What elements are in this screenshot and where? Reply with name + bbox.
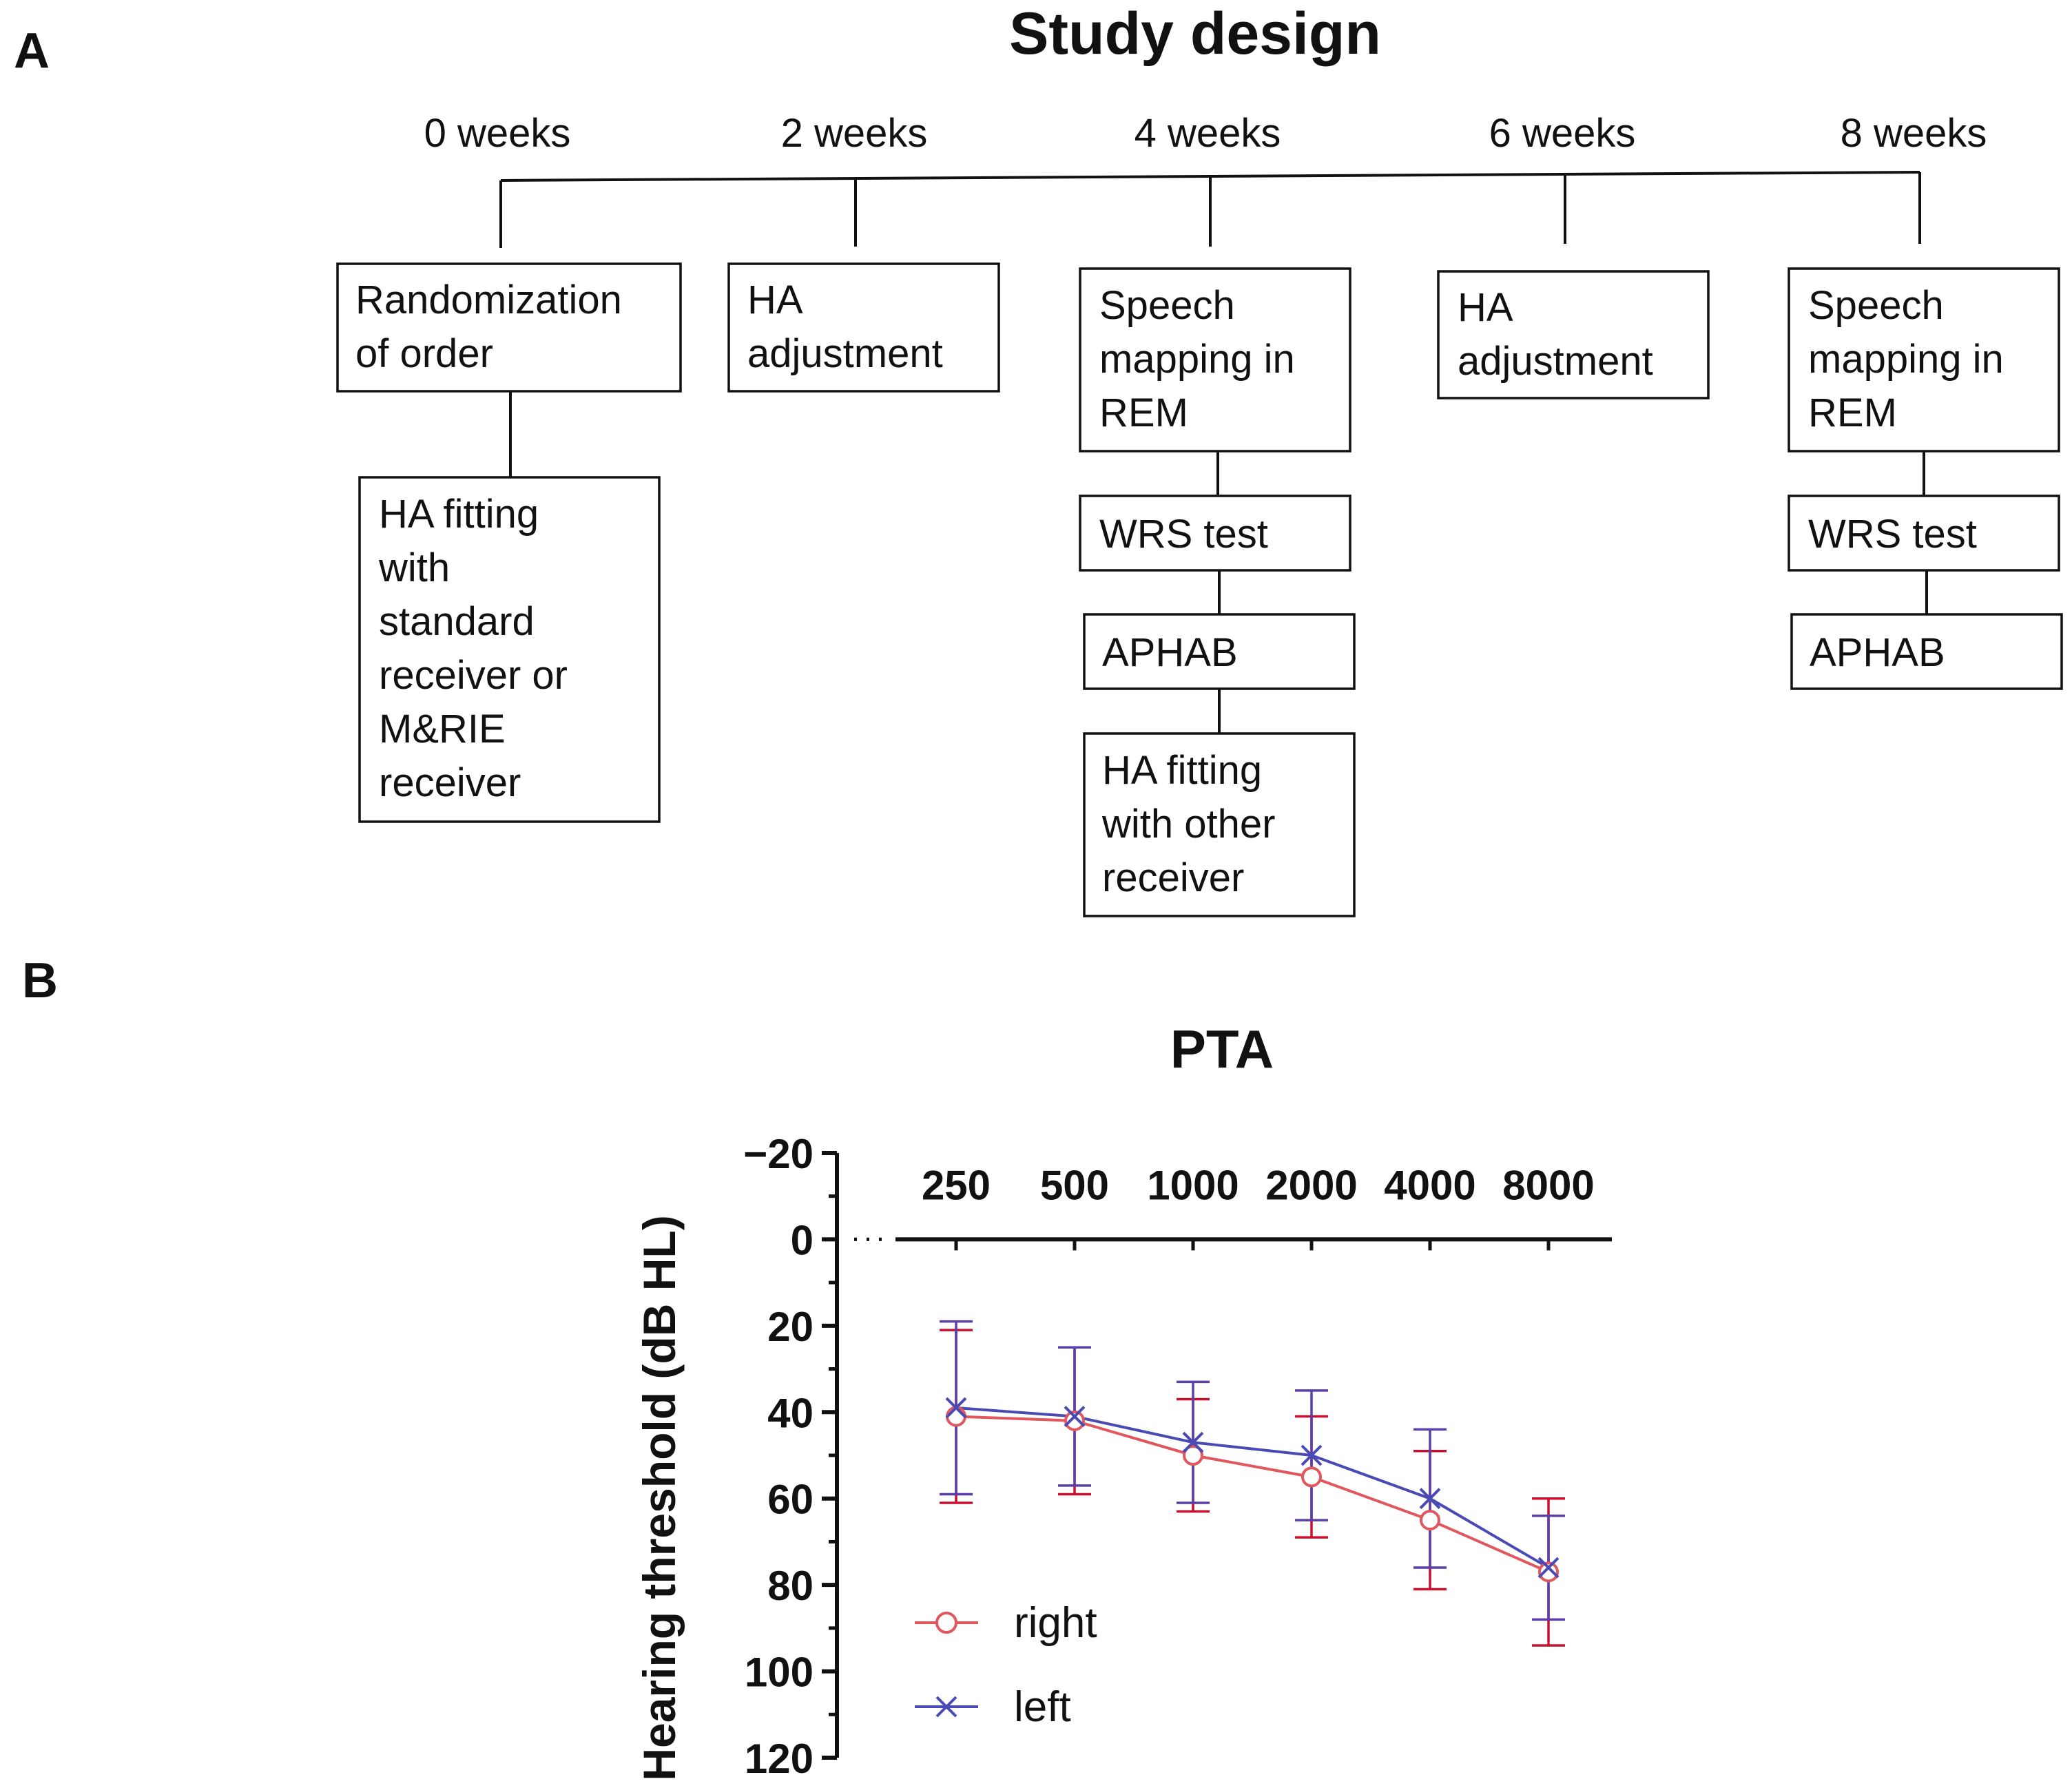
point-right bbox=[1183, 1445, 1203, 1466]
point-right bbox=[1420, 1510, 1440, 1531]
timepoint-0-weeks: 0 weeks bbox=[424, 111, 571, 156]
y-tick-label: 60 bbox=[767, 1477, 814, 1523]
legend-marker-right bbox=[935, 1612, 957, 1634]
panel-a-label: A bbox=[14, 23, 50, 79]
box-ha-adjustment-6w-text: HA adjustment bbox=[1458, 285, 1653, 384]
x-tick-label: 8000 bbox=[1502, 1162, 1594, 1208]
box-wrs-test-4w bbox=[1079, 495, 1351, 572]
box-ha-adjustment-2w-line: adjustment bbox=[747, 331, 943, 376]
box-ha-fitting-standard-line: M&RIE bbox=[379, 707, 506, 751]
y-tick-label: 40 bbox=[767, 1390, 814, 1436]
box-randomization-text: Randomization of order bbox=[355, 278, 633, 376]
box-speech-mapping-8w-text: Speech mapping in REM bbox=[1808, 283, 2015, 435]
legend-label-right: right bbox=[1014, 1599, 1097, 1647]
x-tick-label: 1000 bbox=[1147, 1162, 1239, 1208]
point-right bbox=[1301, 1466, 1322, 1488]
box-ha-adjustment-2w bbox=[727, 262, 1000, 393]
legend: right left bbox=[915, 1599, 1097, 1731]
legend-item-right: right bbox=[915, 1599, 1097, 1647]
panel-b-label: B bbox=[22, 953, 58, 1008]
box-ha-fitting-standard bbox=[358, 476, 661, 823]
timepoint-4-weeks: 4 weeks bbox=[1135, 111, 1281, 156]
flow-box-texts: Randomization of order HA fitting with s… bbox=[355, 278, 2015, 900]
timeline bbox=[499, 171, 1928, 734]
box-wrs-test-8w bbox=[1788, 495, 2060, 572]
y-tick-label: 80 bbox=[767, 1563, 814, 1609]
box-speech-mapping-8w-line: REM bbox=[1808, 391, 1897, 435]
box-ha-fitting-standard-line: receiver bbox=[379, 760, 521, 805]
box-ha-fitting-other bbox=[1083, 732, 1356, 917]
box-wrs-test-4w-text: WRS test bbox=[1099, 512, 1268, 557]
box-ha-fitting-other-text: HA fitting with other receiver bbox=[1101, 748, 1287, 900]
box-ha-adjustment-6w bbox=[1437, 270, 1710, 399]
y-tick-label: 20 bbox=[767, 1304, 814, 1350]
y-tick-label: 100 bbox=[745, 1650, 814, 1696]
point-left bbox=[1182, 1431, 1204, 1453]
box-ha-fitting-other-line: with other bbox=[1101, 802, 1275, 846]
y-tick-label: 120 bbox=[745, 1736, 814, 1782]
point-right bbox=[1064, 1410, 1085, 1431]
box-speech-mapping-8w bbox=[1788, 267, 2060, 453]
box-aphab-8w-text: APHAB bbox=[1810, 630, 1945, 675]
x-tick-label: 500 bbox=[1040, 1162, 1109, 1208]
x-tick-label: 2000 bbox=[1265, 1162, 1357, 1208]
box-ha-adjustment-2w-line: HA bbox=[747, 278, 803, 322]
box-randomization-line: Randomization bbox=[355, 278, 622, 322]
box-speech-mapping-4w-line: REM bbox=[1099, 391, 1188, 435]
series-line-left bbox=[955, 1406, 1550, 1569]
box-speech-mapping-8w-line: mapping in bbox=[1808, 337, 2004, 382]
point-left bbox=[1419, 1488, 1441, 1510]
box-ha-adjustment-6w-line: HA bbox=[1458, 285, 1513, 330]
box-ha-fitting-other-line: receiver bbox=[1102, 855, 1244, 900]
box-ha-fitting-standard-line: receiver or bbox=[379, 653, 568, 698]
series-line-right bbox=[955, 1415, 1549, 1574]
timeline-labels: 0 weeks 2 weeks 4 weeks 6 weeks 8 weeks bbox=[424, 111, 1987, 156]
y-tick-label: 0 bbox=[791, 1217, 814, 1263]
point-right bbox=[946, 1406, 966, 1427]
box-randomization-line: of order bbox=[355, 331, 493, 376]
legend-marker-left bbox=[935, 1696, 957, 1718]
point-left bbox=[945, 1397, 967, 1419]
chart-title: PTA bbox=[1170, 1019, 1274, 1079]
box-ha-fitting-other-line: HA fitting bbox=[1102, 748, 1262, 793]
point-left bbox=[1537, 1557, 1560, 1579]
box-speech-mapping-4w bbox=[1079, 267, 1351, 453]
x-tick-label: 250 bbox=[922, 1162, 991, 1208]
y-axis-label: Hearing threshold (dB HL) bbox=[634, 1215, 685, 1780]
study-design-title: Study design bbox=[1009, 1, 1381, 67]
x-tick-label: 4000 bbox=[1384, 1162, 1475, 1208]
point-right bbox=[1538, 1561, 1559, 1583]
box-ha-adjustment-2w-text: HA adjustment bbox=[747, 278, 943, 376]
timepoint-8-weeks: 8 weeks bbox=[1841, 111, 1987, 156]
y-axis: −20 0 20 40 60 80 100 120 bbox=[743, 1131, 883, 1782]
box-speech-mapping-4w-text: Speech mapping in REM bbox=[1099, 283, 1306, 435]
point-left bbox=[1064, 1406, 1086, 1427]
box-wrs-test-8w-text: WRS test bbox=[1808, 512, 1977, 557]
box-aphab-4w-text: APHAB bbox=[1102, 630, 1238, 675]
box-speech-mapping-8w-line: Speech bbox=[1808, 283, 1944, 328]
legend-item-left: left bbox=[915, 1683, 1071, 1731]
point-left bbox=[1301, 1444, 1323, 1466]
box-speech-mapping-4w-line: Speech bbox=[1099, 283, 1235, 328]
legend-label-left: left bbox=[1014, 1683, 1071, 1731]
timepoint-6-weeks: 6 weeks bbox=[1489, 111, 1636, 156]
timepoint-2-weeks: 2 weeks bbox=[781, 111, 928, 156]
box-ha-fitting-standard-text: HA fitting with standard receiver or M&R… bbox=[378, 492, 579, 805]
series-layer bbox=[940, 1320, 1565, 1647]
box-ha-fitting-standard-line: HA fitting bbox=[379, 492, 539, 537]
box-ha-adjustment-6w-line: adjustment bbox=[1458, 339, 1653, 384]
box-speech-mapping-4w-line: mapping in bbox=[1099, 337, 1295, 382]
box-ha-fitting-standard-line: with bbox=[378, 545, 450, 590]
box-aphab-4w bbox=[1083, 613, 1356, 690]
y-tick-label: −20 bbox=[743, 1131, 814, 1177]
box-ha-fitting-standard-line: standard bbox=[379, 599, 535, 644]
flow-boxes bbox=[336, 262, 2063, 917]
x-axis: 250 500 1000 2000 4000 8000 bbox=[895, 1162, 1612, 1251]
box-randomization bbox=[336, 262, 682, 393]
box-aphab-8w bbox=[1790, 613, 2063, 690]
